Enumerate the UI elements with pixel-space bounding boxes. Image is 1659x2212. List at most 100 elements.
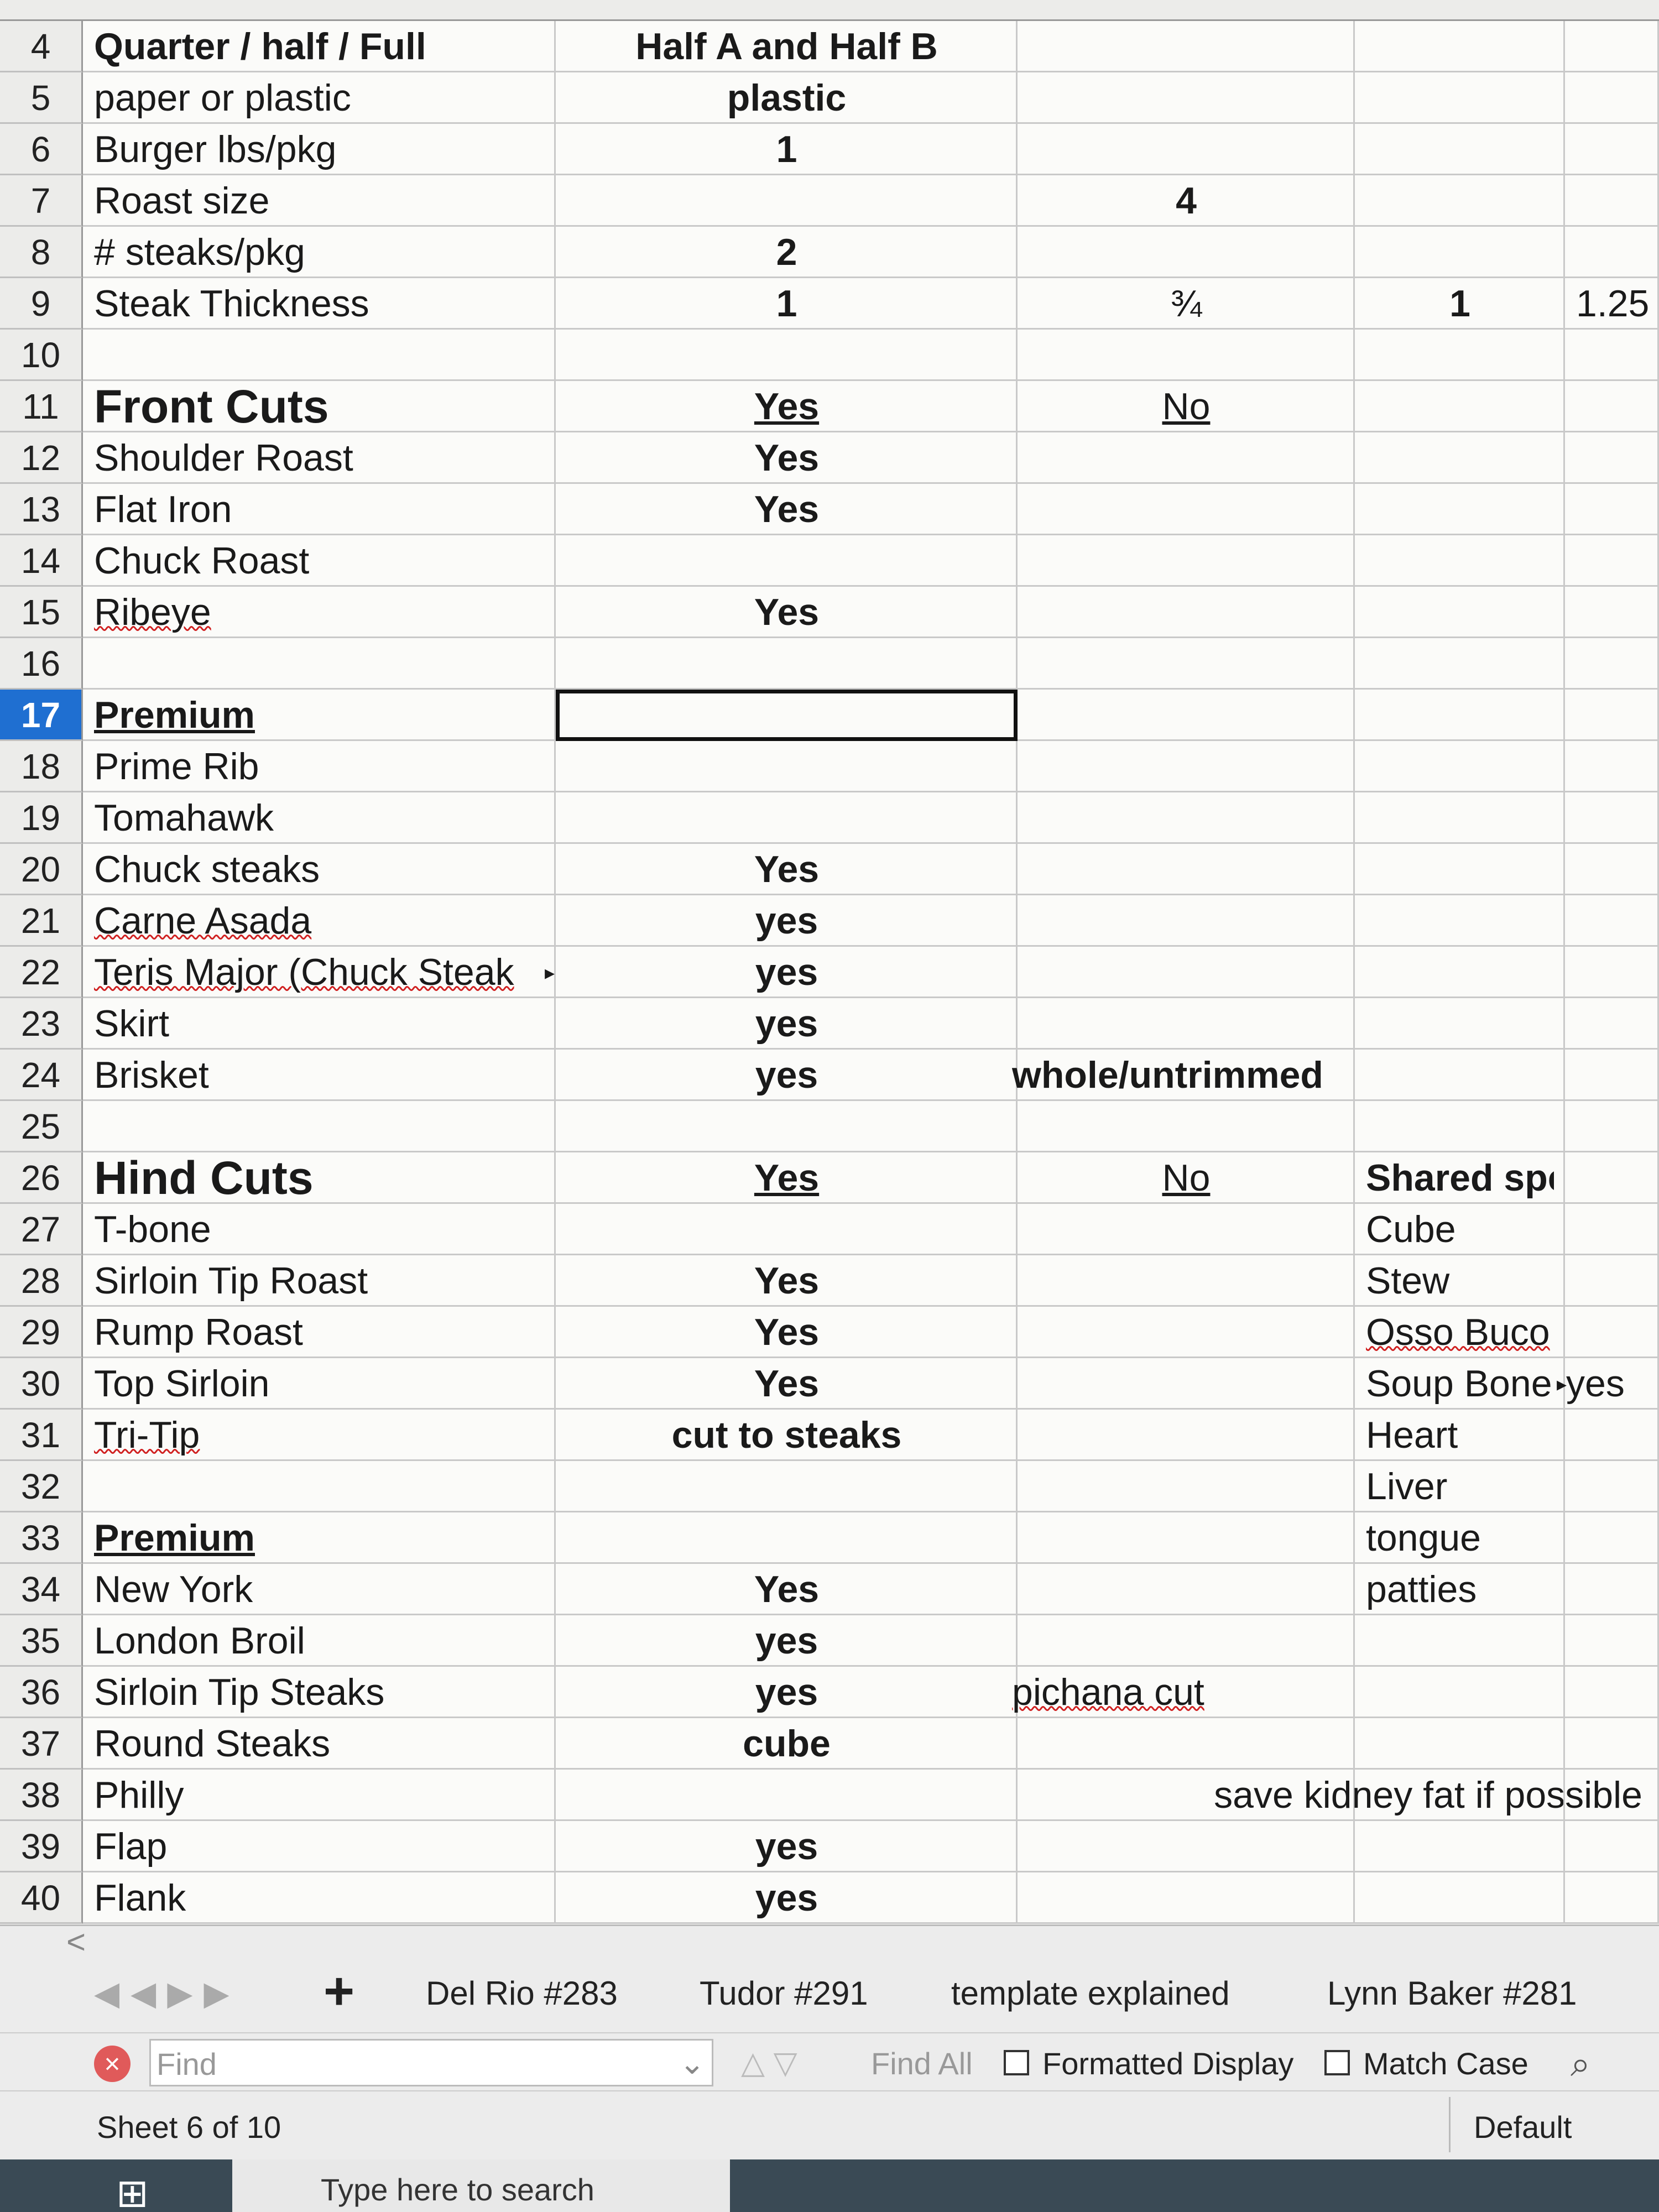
cell[interactable] (556, 1050, 1018, 1101)
sheet-tab[interactable]: Del Rio #283 (426, 1975, 618, 2012)
cell[interactable] (556, 998, 1018, 1050)
row-header[interactable]: 20 (0, 844, 83, 895)
cell[interactable] (1018, 175, 1355, 227)
sheet-tab[interactable]: Lynn Baker #281 (1327, 1975, 1577, 2012)
cell[interactable] (1565, 1564, 1659, 1615)
cell[interactable] (556, 432, 1018, 484)
cell[interactable] (1018, 1667, 1355, 1718)
cell[interactable] (83, 587, 556, 638)
row-header[interactable]: 40 (0, 1872, 83, 1924)
cell[interactable] (1018, 1358, 1355, 1410)
cell[interactable] (1018, 381, 1355, 432)
cell[interactable] (1565, 1101, 1659, 1152)
cell[interactable] (1018, 1255, 1355, 1307)
cell[interactable] (1355, 587, 1565, 638)
cell[interactable] (556, 1101, 1018, 1152)
cell[interactable] (556, 1821, 1018, 1872)
cell[interactable] (1018, 1564, 1355, 1615)
cell[interactable] (1355, 381, 1565, 432)
find-all-button[interactable]: Find All (871, 2046, 973, 2081)
cell[interactable] (1355, 72, 1565, 124)
cell[interactable] (556, 1615, 1018, 1667)
cell[interactable] (556, 1204, 1018, 1255)
cell[interactable] (1565, 1770, 1659, 1821)
row-header[interactable]: 38 (0, 1770, 83, 1821)
cell[interactable] (1565, 895, 1659, 947)
cell[interactable] (1355, 330, 1565, 381)
cell[interactable] (1355, 844, 1565, 895)
row-header[interactable]: 5 (0, 72, 83, 124)
cell[interactable] (1565, 998, 1659, 1050)
match-case-checkbox[interactable] (1324, 2050, 1350, 2075)
cell[interactable] (1355, 998, 1565, 1050)
row-header[interactable]: 32 (0, 1461, 83, 1512)
cell[interactable] (1355, 1255, 1565, 1307)
cell[interactable] (1018, 1461, 1355, 1512)
cell[interactable] (83, 1667, 556, 1718)
row-header[interactable]: 34 (0, 1564, 83, 1615)
cell[interactable] (556, 1461, 1018, 1512)
cell[interactable] (83, 278, 556, 330)
row-header[interactable]: 7 (0, 175, 83, 227)
row-header[interactable]: 37 (0, 1718, 83, 1770)
cell[interactable] (1018, 1821, 1355, 1872)
row-header[interactable]: 12 (0, 432, 83, 484)
cell[interactable] (1018, 638, 1355, 690)
cell[interactable] (556, 21, 1018, 72)
cell[interactable] (1018, 21, 1355, 72)
cell[interactable] (1018, 792, 1355, 844)
cell[interactable] (1018, 124, 1355, 175)
cell[interactable] (556, 535, 1018, 587)
add-sheet-button[interactable]: + (324, 1961, 355, 2021)
cell[interactable] (83, 844, 556, 895)
cell[interactable] (1355, 1307, 1565, 1358)
cell[interactable] (1565, 1615, 1659, 1667)
cell[interactable] (1355, 1615, 1565, 1667)
cell[interactable] (556, 1410, 1018, 1461)
cell[interactable] (1018, 895, 1355, 947)
row-header[interactable]: 4 (0, 21, 83, 72)
cell[interactable] (1018, 690, 1355, 741)
cell[interactable] (1355, 227, 1565, 278)
cell[interactable] (1565, 278, 1659, 330)
cell[interactable] (1355, 484, 1565, 535)
row-header[interactable]: 13 (0, 484, 83, 535)
row-header[interactable]: 23 (0, 998, 83, 1050)
row-header[interactable]: 31 (0, 1410, 83, 1461)
cell[interactable] (83, 21, 556, 72)
cell[interactable] (1018, 998, 1355, 1050)
cell[interactable] (1018, 484, 1355, 535)
formatted-display-checkbox[interactable] (1004, 2050, 1029, 2075)
row-header[interactable]: 22 (0, 947, 83, 998)
row-header[interactable]: 33 (0, 1512, 83, 1564)
cell[interactable] (1018, 330, 1355, 381)
cell[interactable] (1355, 1050, 1565, 1101)
cell[interactable] (83, 895, 556, 947)
cell[interactable] (1355, 1512, 1565, 1564)
cell[interactable] (1565, 72, 1659, 124)
cell[interactable] (1565, 741, 1659, 792)
sheet-tab[interactable]: template explained (951, 1975, 1230, 2012)
cell[interactable] (83, 227, 556, 278)
cell[interactable] (1565, 638, 1659, 690)
cell[interactable] (556, 947, 1018, 998)
cell[interactable] (83, 1718, 556, 1770)
cell[interactable] (556, 227, 1018, 278)
cell[interactable] (83, 1821, 556, 1872)
cell[interactable] (556, 330, 1018, 381)
row-header[interactable]: 28 (0, 1255, 83, 1307)
cell[interactable] (556, 1667, 1018, 1718)
cell[interactable] (1565, 124, 1659, 175)
cell[interactable] (1018, 1872, 1355, 1924)
cell[interactable] (1565, 1307, 1659, 1358)
cell[interactable] (556, 1358, 1018, 1410)
cell[interactable] (83, 381, 556, 432)
cell[interactable] (1565, 1152, 1659, 1204)
cell[interactable] (1565, 587, 1659, 638)
cell[interactable] (556, 587, 1018, 638)
cell[interactable] (1355, 1770, 1565, 1821)
cell[interactable] (556, 741, 1018, 792)
cell[interactable] (1355, 1718, 1565, 1770)
row-header[interactable]: 21 (0, 895, 83, 947)
cell[interactable] (556, 1564, 1018, 1615)
